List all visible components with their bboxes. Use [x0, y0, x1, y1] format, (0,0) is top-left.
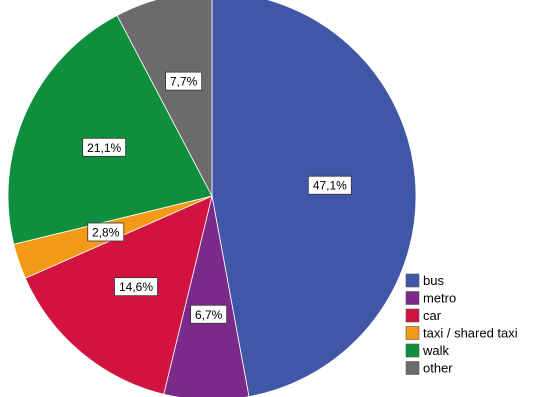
legend-swatch: [405, 291, 420, 305]
pie-slice-walk: [7, 14, 213, 245]
pie-slice-other: [116, 0, 213, 197]
slice-label-box: [114, 277, 158, 297]
slice-value-label: 47,1%: [313, 179, 347, 193]
legend-label: metro: [423, 291, 456, 306]
slice-value-label: 14,6%: [119, 280, 153, 294]
legend-swatch: [405, 361, 420, 375]
slice-value-label: 7,7%: [170, 75, 198, 89]
legend-swatch: [405, 308, 420, 323]
slice-label-box: [82, 137, 127, 157]
legend-label: car: [423, 308, 442, 323]
slice-label-box: [165, 71, 203, 91]
legend-label: bus: [423, 273, 444, 288]
legend: bus metro car taxi / shared taxi walk other: [405, 273, 518, 376]
slice-label-box: [307, 175, 352, 195]
slice-value-label: 6,7%: [195, 308, 223, 322]
pie-slice-bus: [211, 0, 417, 397]
legend-swatch: [405, 343, 420, 358]
pie-slices: [7, 0, 417, 397]
slice-value-label: 2,8%: [92, 226, 120, 240]
slice-labels: 47,1% 6,7% 14,6% 2,8% 21,1% 7,7%: [82, 71, 352, 324]
legend-label: taxi / shared taxi: [423, 326, 518, 341]
slice-label-box: [190, 304, 228, 324]
legend-swatch: [405, 273, 420, 288]
legend-label: other: [423, 361, 453, 376]
slice-label-box: [87, 222, 125, 242]
legend-label: walk: [422, 343, 450, 358]
legend-swatch: [405, 326, 420, 340]
slice-value-label: 21,1%: [87, 141, 121, 155]
